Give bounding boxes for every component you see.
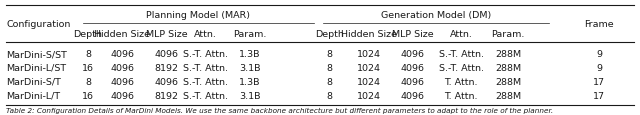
Text: 1.3B: 1.3B [239,50,260,59]
Text: Table 2: Configuration Details of MarDini Models. We use the same backbone archi: Table 2: Configuration Details of MarDin… [6,107,554,114]
Text: 1024: 1024 [357,91,381,100]
Text: Planning Model (MAR): Planning Model (MAR) [147,11,250,20]
Text: 9: 9 [596,63,602,72]
Text: 8: 8 [326,91,332,100]
Text: Generation Model (DM): Generation Model (DM) [381,11,491,20]
Text: 1024: 1024 [357,50,381,59]
Text: S.-T. Attn.: S.-T. Attn. [183,77,228,86]
Text: 3.1B: 3.1B [239,63,260,72]
Text: 8192: 8192 [154,63,179,72]
Text: MarDini-S/ST: MarDini-S/ST [6,50,67,59]
Text: 17: 17 [593,77,605,86]
Text: MarDini-L/T: MarDini-L/T [6,91,61,100]
Text: 8: 8 [85,50,91,59]
Text: T. Attn.: T. Attn. [444,77,478,86]
Text: 16: 16 [82,91,94,100]
Text: 4096: 4096 [111,77,134,86]
Text: S.-T. Attn.: S.-T. Attn. [183,63,228,72]
Text: Depth: Depth [74,29,102,38]
Text: 4096: 4096 [401,50,425,59]
Text: MLP Size: MLP Size [392,29,434,38]
Text: Hidden Size: Hidden Size [95,29,150,38]
Text: 4096: 4096 [401,77,425,86]
Text: 1024: 1024 [357,77,381,86]
Text: 288M: 288M [495,63,521,72]
Text: 8: 8 [326,50,332,59]
Text: 9: 9 [596,50,602,59]
Text: MarDini-L/ST: MarDini-L/ST [6,63,67,72]
Text: 288M: 288M [495,77,521,86]
Text: S.-T. Attn.: S.-T. Attn. [438,50,484,59]
Text: 4096: 4096 [154,50,179,59]
Text: 8: 8 [326,63,332,72]
Text: 17: 17 [593,91,605,100]
Text: MarDini-S/T: MarDini-S/T [6,77,61,86]
Text: T. Attn.: T. Attn. [444,91,478,100]
Text: 8: 8 [85,77,91,86]
Text: 4096: 4096 [111,63,134,72]
Text: 8: 8 [326,77,332,86]
Text: Param.: Param. [233,29,266,38]
Text: MLP Size: MLP Size [145,29,187,38]
Text: Attn.: Attn. [195,29,218,38]
Text: 8192: 8192 [154,91,179,100]
Text: 4096: 4096 [401,91,425,100]
Text: Configuration: Configuration [6,20,71,29]
Text: Param.: Param. [492,29,525,38]
Text: 4096: 4096 [111,50,134,59]
Text: Attn.: Attn. [450,29,472,38]
Text: 1.3B: 1.3B [239,77,260,86]
Text: Hidden Size: Hidden Size [341,29,397,38]
Text: Depth: Depth [315,29,344,38]
Text: 4096: 4096 [154,77,179,86]
Text: 3.1B: 3.1B [239,91,260,100]
Text: 288M: 288M [495,50,521,59]
Text: 288M: 288M [495,91,521,100]
Text: 4096: 4096 [401,63,425,72]
Text: 16: 16 [82,63,94,72]
Text: 4096: 4096 [111,91,134,100]
Text: S.-T. Attn.: S.-T. Attn. [183,91,228,100]
Text: S.-T. Attn.: S.-T. Attn. [438,63,484,72]
Text: S.-T. Attn.: S.-T. Attn. [183,50,228,59]
Text: Frame: Frame [584,20,614,29]
Text: 1024: 1024 [357,63,381,72]
